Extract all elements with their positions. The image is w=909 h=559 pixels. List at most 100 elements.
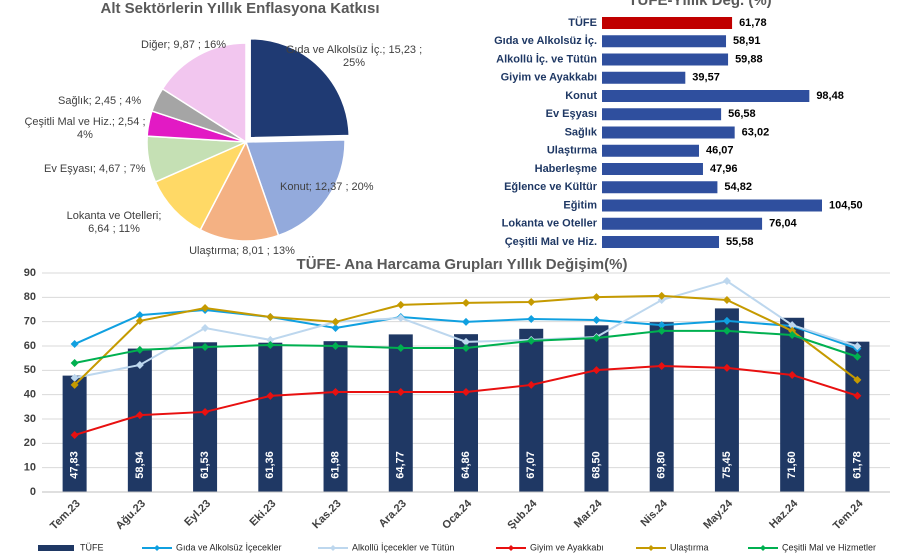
bar-category: Ev Eşyası [546, 108, 597, 120]
bar-category: Eğitim [563, 199, 597, 211]
marker [788, 326, 797, 335]
x-tick-label: May.24 [701, 497, 735, 531]
y-tick-label: 90 [24, 267, 36, 279]
bar [193, 342, 218, 492]
bar [602, 163, 703, 175]
marker [527, 314, 536, 323]
marker [135, 316, 144, 325]
value-label: 64,77 [395, 451, 407, 479]
value-label: 64,86 [460, 451, 472, 479]
value-label: 76,04 [769, 218, 797, 230]
marker [266, 341, 275, 350]
marker [527, 336, 536, 345]
marker [396, 343, 405, 352]
marker [722, 326, 731, 335]
x-tick-label: Haz.24 [767, 497, 801, 531]
marker [266, 335, 275, 344]
bar [602, 181, 718, 194]
value-label: 61,78 [739, 17, 767, 29]
bar [602, 144, 699, 157]
bar-category: Alkollü İç. ve Tütün [496, 52, 597, 65]
marker [853, 342, 862, 351]
bar-category: Giyim ve Ayakkabı [501, 72, 597, 84]
legend-marker [154, 545, 160, 551]
x-tick-label: Ağu.23 [114, 498, 148, 532]
value-label: 47,96 [710, 163, 738, 175]
marker [527, 380, 536, 389]
legend-swatch [38, 545, 74, 551]
x-tick-label: Eyl.23 [182, 498, 213, 529]
chart-title: Alt Sektörlerin Yıllık Enflasyona Katkıs… [101, 0, 380, 17]
marker [70, 373, 79, 382]
y-tick-label: 70 [24, 316, 36, 328]
marker [135, 311, 144, 320]
marker [527, 297, 536, 306]
bar [127, 348, 152, 492]
value-label: 61,36 [264, 451, 276, 479]
value-label: 63,02 [742, 126, 770, 138]
bar-category: Çeşitli Mal ve Hiz. [505, 236, 597, 248]
marker [657, 321, 666, 330]
value-label: 39,57 [692, 72, 720, 84]
x-tick-label: Tem.23 [48, 498, 83, 533]
bar [602, 35, 727, 48]
legend-label: Alkollü İçecekler ve Tütün [352, 542, 454, 552]
bar [584, 325, 609, 492]
marker [592, 293, 601, 302]
value-label: 68,50 [590, 451, 602, 479]
marker [201, 407, 210, 416]
pie-label: Sağlık; 2,45 ; 4% [58, 95, 142, 107]
value-label: 69,80 [656, 451, 668, 479]
x-tick-label: Kas.23 [310, 498, 344, 532]
marker [788, 370, 797, 379]
legend-marker [648, 545, 654, 551]
legend-marker [330, 545, 336, 551]
bar [602, 108, 722, 121]
marker [201, 304, 210, 313]
legend-label: Ulaştırma [670, 542, 709, 552]
x-tick-label: Şub.24 [505, 497, 540, 532]
value-label: 71,60 [786, 451, 798, 479]
marker [70, 340, 79, 349]
marker [722, 277, 731, 286]
y-tick-label: 50 [24, 364, 36, 376]
marker [135, 411, 144, 420]
x-tick-label: Ara.23 [377, 498, 409, 530]
marker [331, 342, 340, 350]
marker [396, 387, 405, 396]
marker [331, 323, 340, 332]
value-label: 59,88 [735, 53, 763, 65]
value-label: 61,98 [329, 451, 341, 479]
marker [135, 345, 144, 354]
bar [714, 308, 739, 492]
marker [135, 360, 144, 369]
y-tick-label: 60 [24, 340, 36, 352]
chart-title: TÜFE- Ana Harcama Grupları Yıllık Değişi… [297, 256, 628, 273]
marker [592, 315, 601, 324]
marker [657, 361, 666, 370]
y-tick-label: 0 [30, 486, 36, 498]
marker [331, 317, 340, 326]
marker [331, 387, 340, 396]
marker [853, 352, 862, 361]
marker [462, 343, 470, 352]
value-label: 58,91 [733, 35, 761, 47]
y-tick-label: 30 [24, 413, 36, 425]
value-label: 58,94 [134, 450, 146, 478]
bar [845, 341, 870, 492]
bar [602, 90, 810, 102]
value-label: 61,78 [851, 451, 863, 479]
marker [462, 337, 470, 346]
marker [788, 321, 797, 330]
value-label: 104,50 [829, 199, 863, 211]
marker [853, 391, 862, 400]
pie-label: Diğer; 9,87 ; 16% [141, 39, 226, 51]
bar-category: Haberleşme [535, 163, 597, 175]
legend-label: TÜFE [80, 542, 104, 552]
marker [462, 298, 470, 307]
bar [602, 17, 733, 29]
pie-label: Lokanta ve Otelleri; 6,64 ; 11% [66, 210, 162, 235]
bar [602, 217, 763, 230]
marker [853, 375, 862, 384]
legend-marker [760, 545, 766, 551]
